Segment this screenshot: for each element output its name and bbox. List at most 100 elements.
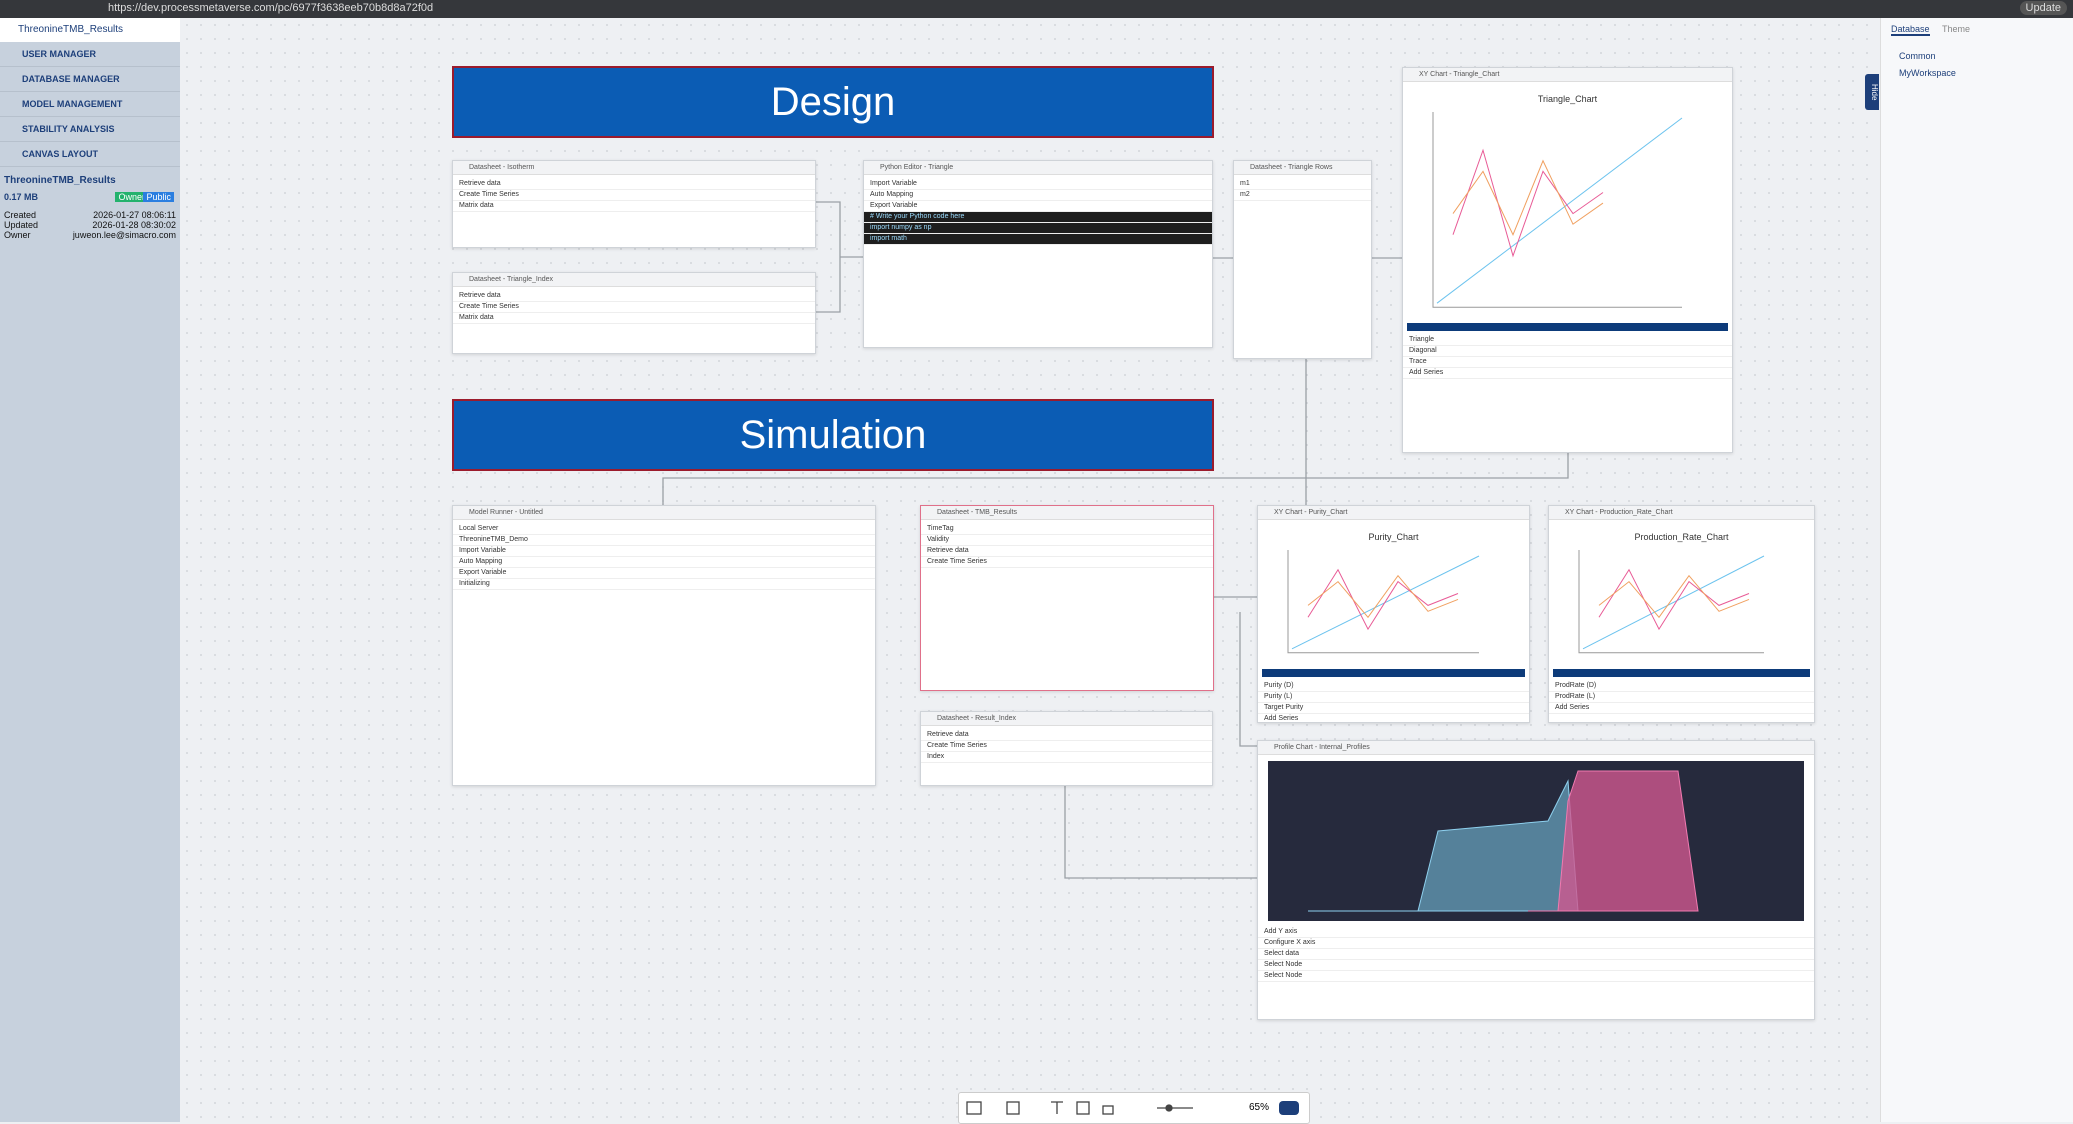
- panel-text: Select Node: [1258, 960, 1814, 971]
- panel-body: Local Server ThreonineTMB_Demo Import Vari…: [453, 524, 875, 590]
- zoom-level: 65%: [1249, 1102, 1270, 1113]
- chart-shape: [1436, 117, 1683, 304]
- node-panel: Datasheet - Isotherm Retrieve data Create …: [452, 160, 816, 248]
- info-key: Created: [4, 210, 37, 220]
- panel-header: XY Chart - Purity_Chart: [1258, 506, 1529, 520]
- menu-item[interactable]: STABILITY ANALYSIS: [0, 117, 180, 142]
- panel-body: Retrieve data Create Time Series Index: [921, 730, 1212, 763]
- panel-text: Add Y axis: [1258, 927, 1814, 938]
- node-panel: XY Chart - Purity_Chart Purity_Chart Purit…: [1257, 505, 1530, 723]
- legend-header: [1262, 668, 1525, 677]
- icon[interactable]: [1006, 1101, 1020, 1115]
- node-panel: Python Editor - Triangle Import Variable A…: [863, 160, 1213, 348]
- icon[interactable]: [1076, 1101, 1090, 1115]
- connectors: [662, 201, 1569, 879]
- chart-shape: [1598, 568, 1750, 631]
- panel-header: Profile Chart - Internal_Profiles: [1258, 741, 1814, 755]
- panel-text: import numpy as np: [864, 223, 1212, 234]
- panel-header: Datasheet - Isotherm: [453, 161, 815, 175]
- panel-header: Model Runner - Untitled: [453, 506, 875, 520]
- menu-item[interactable]: USER MANAGER: [0, 42, 180, 67]
- browser-bar: https://dev.processmetaverse.com/pc/6977…: [0, 0, 2073, 18]
- legend-header: [1407, 323, 1728, 332]
- panel-body: ProdRate (D) ProdRate (L) Add Series: [1549, 681, 1814, 714]
- panel-header: Python Editor - Triangle: [864, 161, 1212, 175]
- connector: [662, 451, 1569, 505]
- panel-text: ProdRate (L): [1549, 692, 1814, 703]
- tab[interactable]: Theme: [1942, 24, 1971, 34]
- panel-text: Create Time Series: [453, 302, 815, 313]
- chart-shape: [1598, 574, 1750, 619]
- project-name: ThreonineTMB_Results: [0, 18, 180, 42]
- panel-text: TimeTag: [921, 524, 1213, 535]
- panel-text: Initializing: [453, 579, 875, 590]
- panel-text: Select Node: [1258, 971, 1814, 982]
- chart-shape: [1452, 159, 1604, 236]
- panel-text: import math: [864, 234, 1212, 245]
- icon[interactable]: [1051, 1101, 1063, 1114]
- info-value: 2026-01-27 08:06:11: [93, 210, 176, 220]
- zoom-knob[interactable]: [1165, 1104, 1173, 1112]
- chart-shape: [1582, 555, 1765, 650]
- panel-text: Matrix data: [453, 313, 815, 324]
- panel-text: Purity (D): [1258, 681, 1529, 692]
- node-panel: XY Chart - Production_Rate_Chart Producti…: [1548, 505, 1815, 723]
- menu-item[interactable]: DATABASE MANAGER: [0, 67, 180, 92]
- menu: USER MANAGER DATABASE MANAGER MODEL MANAGE…: [0, 42, 180, 167]
- panel-body: TimeTag Validity Retrieve data Create Time …: [921, 524, 1213, 568]
- url: https://dev.processmetaverse.com/pc/6977…: [108, 2, 434, 14]
- hide-tab[interactable]: Hide: [1865, 74, 1879, 110]
- panel-header: Datasheet - Triangle Rows: [1234, 161, 1371, 175]
- tab[interactable]: Database: [1891, 24, 1930, 36]
- panel-body: Triangle Diagonal Trace Add Series: [1403, 335, 1732, 380]
- tree-item[interactable]: Common: [1899, 51, 1936, 61]
- project-info: ThreonineTMB_Results 0.17 MB Owner Publi…: [0, 167, 180, 248]
- icon[interactable]: [966, 1101, 982, 1115]
- panel-text: Configure X axis: [1258, 938, 1814, 949]
- panel-body: Retrieve data Create Time Series Matrix da…: [453, 291, 815, 324]
- panel-text: Diagonal: [1403, 346, 1732, 358]
- panel-text: Add Series: [1403, 368, 1732, 380]
- connector: [814, 201, 841, 313]
- chart-area: [1287, 550, 1480, 654]
- connector: [1239, 612, 1257, 747]
- canvas-toolbar: 65%: [958, 1092, 1310, 1124]
- legend-header: [1553, 668, 1810, 677]
- chart-area: [1432, 112, 1683, 308]
- panel-text: m1: [1234, 179, 1371, 190]
- panel-text: Target Purity: [1258, 703, 1529, 714]
- panel-text: Create Time Series: [921, 741, 1212, 752]
- panel-text: Auto Mapping: [864, 190, 1212, 201]
- update-button[interactable]: Update: [2019, 1, 2067, 15]
- chart-shape: [1432, 112, 1682, 308]
- menu-item[interactable]: CANVAS LAYOUT: [0, 142, 180, 167]
- tree-item[interactable]: MyWorkspace: [1899, 68, 1956, 78]
- info-value: juweon.lee@simacro.com: [72, 230, 176, 240]
- toolbar-icons: [966, 1101, 1299, 1115]
- chart-shape: [1307, 568, 1459, 631]
- info-rows: Created 2026-01-27 08:06:11 Updated 2026-01…: [4, 210, 176, 240]
- section-banner: Simulation: [452, 399, 1214, 471]
- badge: Owner: [115, 192, 148, 202]
- panel-header: Datasheet - Result_Index: [921, 712, 1212, 726]
- panel-text: Export Variable: [864, 201, 1212, 212]
- panel-header: Datasheet - Triangle_Index: [453, 273, 815, 287]
- chart-shape: [1452, 148, 1604, 258]
- icon[interactable]: [1102, 1105, 1114, 1115]
- node-panel: Datasheet - Result_Index Retrieve data Cre…: [920, 711, 1213, 786]
- panel-body: Purity (D) Purity (L) Target Purity Add Ser…: [1258, 681, 1529, 722]
- panel-text: Local Server: [453, 524, 875, 535]
- info-row: Updated 2026-01-28 08:30:02: [4, 220, 176, 230]
- chart-title: Production_Rate_Chart: [1634, 532, 1729, 542]
- panel-body: Retrieve data Create Time Series Matrix da…: [453, 179, 815, 212]
- panel-text: Purity (L): [1258, 692, 1529, 703]
- panel-text: ProdRate (D): [1549, 681, 1814, 692]
- panel-text: # Write your Python code here: [864, 212, 1212, 223]
- chart-shape: [1307, 574, 1459, 619]
- toggle[interactable]: [1279, 1101, 1299, 1115]
- menu-item[interactable]: MODEL MANAGEMENT: [0, 92, 180, 117]
- panel-text: Select data: [1258, 949, 1814, 960]
- chart-area: [1268, 761, 1804, 921]
- chart-shape: [1287, 550, 1479, 654]
- panel-text: Retrieve data: [453, 291, 815, 302]
